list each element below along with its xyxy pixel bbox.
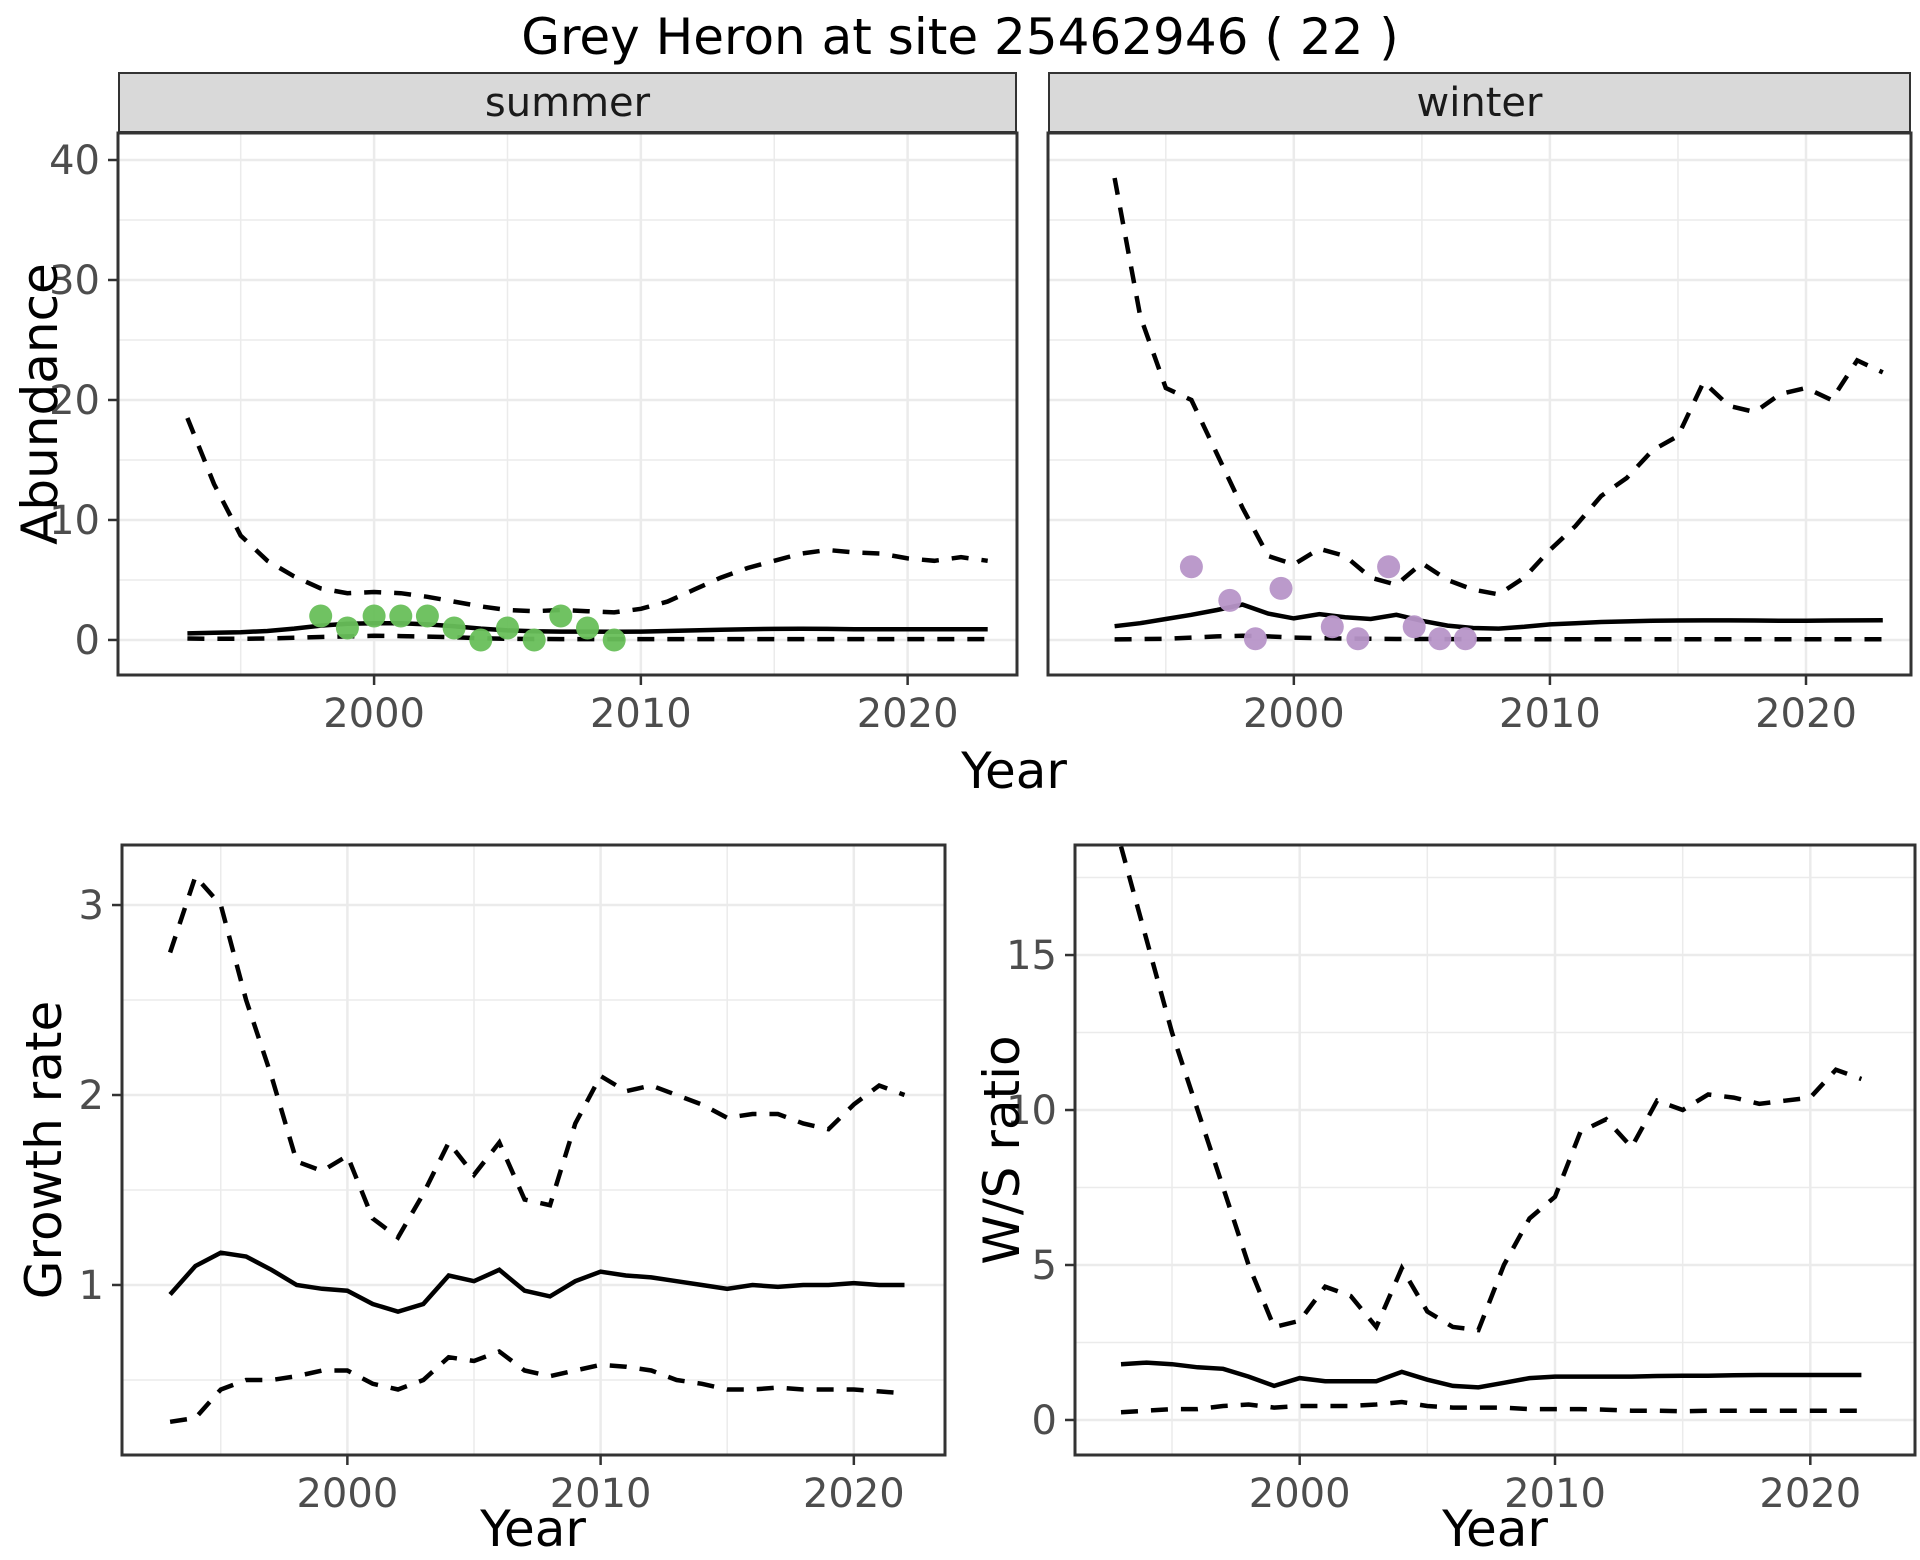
observation-point <box>1428 627 1452 651</box>
abundance-winter-upper_ci-line <box>1112 177 1884 597</box>
observation-point <box>309 604 333 628</box>
facet-strip-summer-label: summer <box>484 79 651 126</box>
observation-point <box>1346 627 1370 651</box>
observation-point <box>1453 627 1477 651</box>
observation-point <box>522 628 546 652</box>
growth-rate-panel-border <box>120 843 947 1457</box>
y-tick-label: 40 <box>49 138 100 184</box>
y-tick-label: 20 <box>49 378 100 424</box>
x-axis-title-year-bottom-right: Year <box>1442 1500 1548 1558</box>
observation-point <box>576 616 599 640</box>
plot-title: Grey Heron at site 25462946 ( 22 ) <box>521 8 1399 66</box>
winter-observations <box>1179 555 1477 651</box>
abundance-winter-panel-border <box>1046 131 1913 677</box>
x-tick-label: 2000 <box>1243 691 1345 737</box>
observation-point <box>602 628 626 652</box>
ws-ratio-panel-bg <box>1075 845 1915 1455</box>
ws-ratio-lower_ci-line <box>1120 1399 1862 1415</box>
y-tick-label: 1 <box>79 1263 104 1309</box>
ws-ratio-panel: 2000 2010 2020 0 5 10 15 <box>1006 843 1917 1517</box>
abundance-winter-mean-line <box>1114 602 1883 631</box>
facet-strip-summer: summer <box>118 72 1017 133</box>
ws-ratio-panel-border <box>1073 843 1917 1457</box>
abundance-summer-panel-border <box>116 131 1019 677</box>
observation-point <box>335 616 359 640</box>
y-axis-title-abundance: Abundance <box>11 263 69 545</box>
x-tick-label: 2020 <box>1755 691 1857 737</box>
y-axis-title-growth-rate: Growth rate <box>15 1000 73 1300</box>
observation-point <box>1243 627 1267 651</box>
x-tick-label: 2000 <box>323 691 425 737</box>
y-tick-label: 5 <box>1032 1243 1057 1289</box>
y-tick-label: 2 <box>79 1073 104 1119</box>
observation-point <box>1179 555 1203 579</box>
x-tick-label: 2010 <box>1499 691 1601 737</box>
y-tick-label: 3 <box>79 883 104 929</box>
abundance-summer-upper_ci-line <box>185 417 989 615</box>
observation-point <box>1402 615 1426 639</box>
y-tick-label: 0 <box>75 618 100 664</box>
observation-point <box>1218 588 1242 612</box>
growth-rate-panel-bg <box>122 845 945 1455</box>
abundance-winter-panel: 2000 2010 2020 <box>1046 131 1913 737</box>
observation-point <box>389 604 413 628</box>
observation-point <box>549 604 573 628</box>
y-tick-label: 10 <box>1006 1088 1057 1134</box>
y-tick-label: 10 <box>49 498 100 544</box>
facet-strip-winter: winter <box>1048 72 1911 133</box>
growth-rate-upper_ci-line <box>167 872 906 1241</box>
observation-point <box>415 604 439 628</box>
x-tick-label: 2020 <box>1759 1471 1861 1517</box>
observation-point <box>496 616 519 640</box>
growth-rate-mean-line <box>168 1250 905 1314</box>
observation-point <box>362 604 386 628</box>
abundance-winter-panel-bg <box>1048 133 1911 675</box>
x-tick-label: 2000 <box>1249 1471 1351 1517</box>
x-tick-label: 2010 <box>1504 1471 1606 1517</box>
observation-point <box>469 628 493 652</box>
x-axis-title-year-top: Year <box>961 742 1067 800</box>
abundance-winter-lower_ci-line <box>1114 633 1883 642</box>
ws-ratio-upper_ci-line <box>1118 845 1863 1333</box>
facet-strip-winter-label: winter <box>1416 79 1543 126</box>
x-tick-label: 2010 <box>590 691 692 737</box>
x-tick-label: 2000 <box>296 1471 398 1517</box>
x-tick-label: 2020 <box>857 691 959 737</box>
y-tick-label: 30 <box>49 258 100 304</box>
y-axis-title-ws-ratio: W/S ratio <box>973 1035 1031 1265</box>
observation-point <box>1269 576 1293 600</box>
x-tick-label: 2010 <box>550 1471 652 1517</box>
x-tick-label: 2020 <box>803 1471 905 1517</box>
ws-ratio-mean-line <box>1120 1360 1862 1390</box>
y-tick-label: 0 <box>1032 1398 1057 1444</box>
y-tick-label: 15 <box>1006 933 1057 979</box>
growth-rate-lower_ci-line <box>169 1348 905 1425</box>
observation-point <box>1377 555 1401 579</box>
observation-point <box>1320 615 1344 639</box>
x-axis-title-year-bottom-left: Year <box>480 1500 586 1558</box>
observation-point <box>442 616 466 640</box>
abundance-summer-panel: 2000 2010 2020 0 10 20 30 40 <box>49 131 1019 737</box>
summer-observations <box>309 604 626 652</box>
growth-rate-panel: 2000 2010 2020 1 2 3 <box>79 843 947 1517</box>
abundance-summer-panel-bg <box>118 133 1017 675</box>
